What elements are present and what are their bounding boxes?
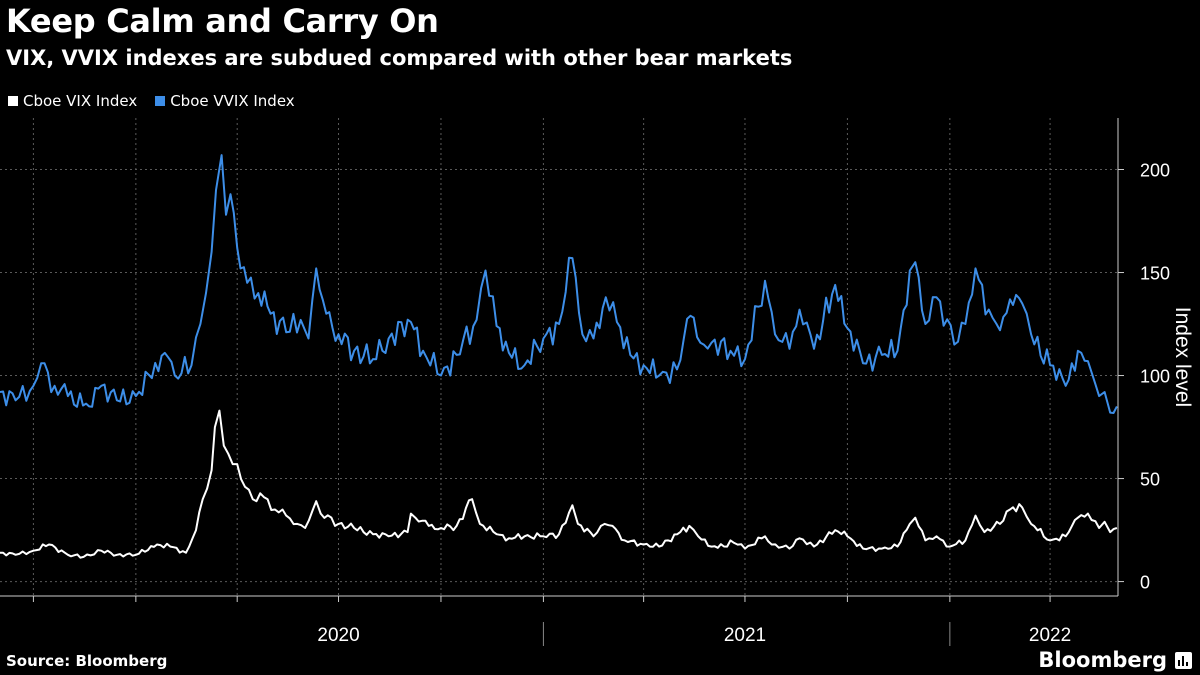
x-year-label: 2021 [724, 625, 766, 646]
x-year-label: 2020 [317, 625, 359, 646]
legend-label-vvix: Cboe VVIX Index [170, 92, 295, 110]
x-year-label: 2022 [1029, 625, 1071, 646]
y-axis: 0 50 100 150 200 [1117, 118, 1170, 596]
x-axis: 2020 2021 2022 [0, 595, 1118, 646]
series-lines [0, 154, 1118, 559]
year-dividers [542, 622, 951, 646]
legend-label-vix: Cboe VIX Index [23, 92, 138, 110]
y-tick-label: 150 [1140, 264, 1170, 284]
bloomberg-chart-icon [1175, 651, 1192, 669]
chart-subtitle: VIX, VVIX indexes are subdued compared w… [6, 46, 793, 70]
legend-swatch-vix [8, 96, 18, 106]
y-tick-label: 200 [1140, 161, 1170, 181]
legend-swatch-vvix [155, 96, 166, 106]
series-line-vvix [0, 154, 1118, 414]
y-tick-label: 0 [1140, 573, 1150, 593]
chart-title: Keep Calm and Carry On [6, 2, 439, 40]
legend: Cboe VIX Index Cboe VVIX Index [8, 92, 295, 110]
bloomberg-logo: Bloomberg [1038, 648, 1192, 672]
series-line-vix [0, 409, 1118, 559]
legend-item-vvix: Cboe VVIX Index [155, 92, 295, 110]
y-tick-label: 50 [1140, 470, 1160, 490]
brand-name: Bloomberg [1038, 648, 1167, 672]
y-axis-label: Index level [1171, 307, 1194, 407]
y-tick-label: 100 [1140, 367, 1170, 387]
legend-item-vix: Cboe VIX Index [8, 92, 137, 110]
source-note: Source: Bloomberg [6, 652, 168, 670]
gridlines [0, 118, 1118, 596]
